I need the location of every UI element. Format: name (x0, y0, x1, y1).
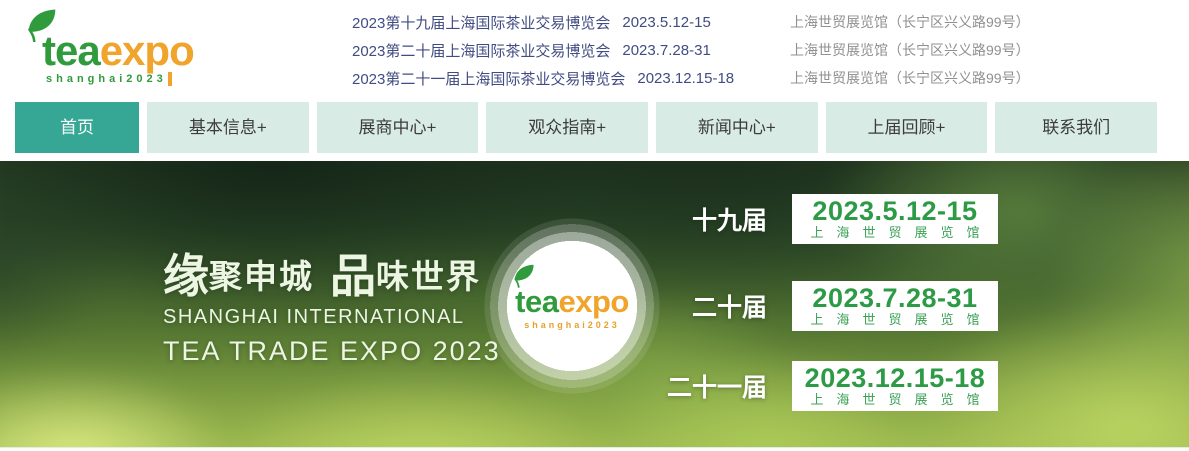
session-date: 2023.5.12-15 (812, 196, 978, 226)
headline-char: 缘 (163, 250, 209, 302)
session-venue: 上海世贸展览馆 (810, 392, 993, 408)
event-venue: 上海世贸展览馆（长宁区兴义路99号） (790, 70, 1030, 86)
logo-wordmark: teaexpo (42, 27, 195, 74)
event-title-date: 2023第二十届上海国际茶业交易博览会 2023.7.28-31 (352, 40, 790, 61)
logo-cursor-bar (167, 72, 172, 86)
nav-tab-exhibitor-center[interactable]: 展商中心+ (316, 102, 479, 153)
event-row: 2023第十九届上海国际茶业交易博览会 2023.5.12-15 上海世贸展览馆… (352, 8, 1030, 36)
session-label: 二十届 (691, 294, 767, 322)
session-label: 十九届 (691, 207, 767, 235)
session-label: 二十一届 (666, 374, 767, 402)
event-title: 2023第十九届上海国际茶业交易博览会 (352, 14, 611, 32)
event-list: 2023第十九届上海国际茶业交易博览会 2023.5.12-15 上海世贸展览馆… (352, 6, 1030, 92)
logo-subtitle-text: shanghai2023 (46, 73, 167, 85)
logo-expo-text: expo (99, 27, 195, 74)
session-venue: 上海世贸展览馆 (810, 312, 993, 328)
event-row: 2023第二十一届上海国际茶业交易博览会 2023.12.15-18 上海世贸展… (352, 64, 1030, 92)
event-title-date: 2023第十九届上海国际茶业交易博览会 2023.5.12-15 (352, 12, 790, 33)
session-row-20th: 二十届 2023.7.28-31 上海世贸展览馆 (664, 281, 998, 331)
session-venue: 上海世贸展览馆 (810, 225, 993, 241)
event-title: 2023第二十届上海国际茶业交易博览会 (352, 42, 611, 60)
bottom-divider (0, 447, 1189, 451)
nav-tab-contact-us[interactable]: 联系我们 (995, 102, 1158, 153)
header: teaexpo shanghai2023 2023第十九届上海国际茶业交易博览会… (0, 0, 1189, 100)
leaf-icon (24, 8, 60, 47)
nav-tab-home[interactable]: 首页 (15, 102, 139, 153)
event-venue: 上海世贸展览馆（长宁区兴义路99号） (790, 42, 1030, 58)
headline-char: 品 (330, 250, 376, 302)
event-row: 2023第二十届上海国际茶业交易博览会 2023.7.28-31 上海世贸展览馆… (352, 36, 1030, 64)
event-title: 2023第二十一届上海国际茶业交易博览会 (352, 70, 626, 88)
session-date-box: 2023.5.12-15 上海世贸展览馆 (792, 194, 998, 244)
banner-subtitle-en-1: SHANGHAI INTERNATIONAL (163, 306, 465, 328)
event-venue: 上海世贸展览馆（长宁区兴义路99号） (790, 14, 1030, 30)
session-date-box: 2023.7.28-31 上海世贸展览馆 (792, 281, 998, 331)
session-row-19th: 十九届 2023.5.12-15 上海世贸展览馆 (664, 194, 998, 244)
headline-chars: 聚申城 (209, 258, 314, 295)
event-date: 2023.12.15-18 (637, 69, 735, 87)
badge-expo-text: expo (558, 283, 629, 319)
event-date: 2023.7.28-31 (622, 41, 711, 59)
banner-headline: 缘聚申城 品味世界 (163, 253, 501, 299)
site-logo[interactable]: teaexpo shanghai2023 (14, 6, 195, 94)
nav-tab-basic-info[interactable]: 基本信息+ (147, 102, 309, 153)
logo-tea-text: tea (42, 27, 101, 74)
nav-tab-past-review[interactable]: 上届回顾+ (825, 102, 988, 153)
badge-logo-wordmark: teaexpo (515, 286, 629, 317)
session-date: 2023.12.15-18 (804, 363, 986, 393)
nav-tab-visitor-guide[interactable]: 观众指南+ (486, 102, 649, 153)
main-nav: 首页 基本信息+ 展商中心+ 观众指南+ 新闻中心+ 上届回顾+ 联系我们 (15, 102, 1158, 153)
session-schedule: 十九届 2023.5.12-15 上海世贸展览馆 二十届 2023.7.28-3… (664, 194, 998, 411)
banner-subtitle-en-2: TEA TRADE EXPO 2023 (163, 336, 501, 366)
banner-headline-block: 缘聚申城 品味世界 SHANGHAI INTERNATIONAL TEA TRAD… (163, 253, 501, 367)
session-date-box: 2023.12.15-18 上海世贸展览馆 (792, 361, 998, 411)
event-title-date: 2023第二十一届上海国际茶业交易博览会 2023.12.15-18 (352, 68, 790, 89)
badge-logo-subtitle: shanghai2023 (524, 319, 620, 330)
event-date: 2023.5.12-15 (622, 13, 711, 31)
leaf-icon (511, 264, 537, 293)
badge-tea-text: tea (515, 283, 559, 319)
nav-tab-news-center[interactable]: 新闻中心+ (656, 102, 818, 153)
headline-chars: 味世界 (376, 258, 481, 295)
logo-subtitle: shanghai2023 (46, 72, 172, 86)
session-date: 2023.7.28-31 (812, 283, 978, 313)
logo-badge-circle: teaexpo shanghai2023 (484, 218, 660, 394)
hero-banner: 缘聚申城 品味世界 SHANGHAI INTERNATIONAL TEA TRAD… (0, 161, 1189, 447)
badge-logo: teaexpo shanghai2023 (514, 264, 629, 330)
session-row-21st: 二十一届 2023.12.15-18 上海世贸展览馆 (664, 361, 998, 411)
